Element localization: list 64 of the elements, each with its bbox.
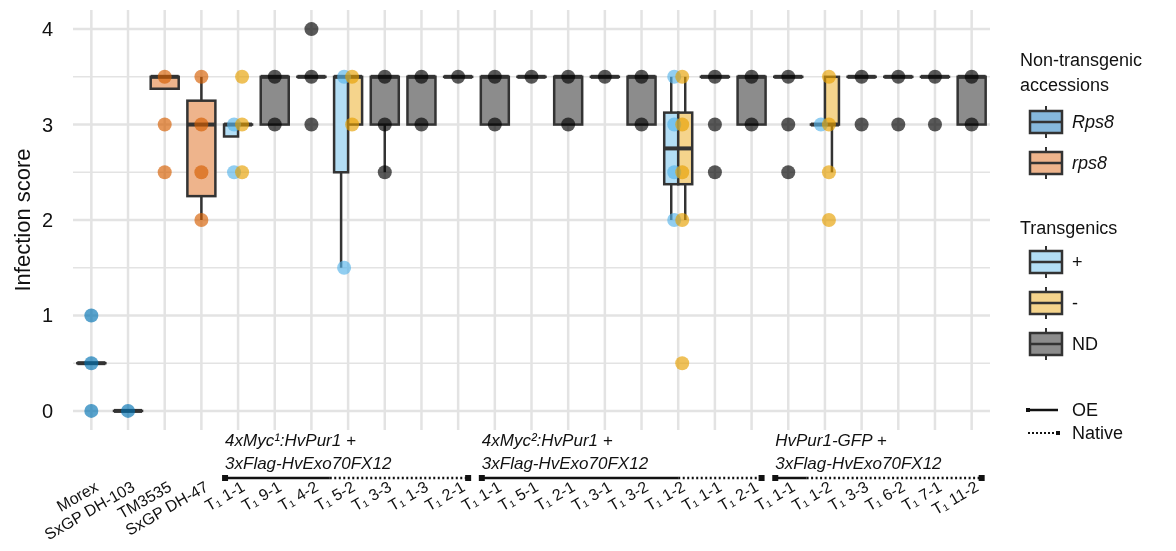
point bbox=[84, 308, 99, 323]
point bbox=[891, 69, 906, 84]
point bbox=[927, 69, 942, 84]
point bbox=[377, 117, 392, 132]
text: 4xMyc²:HvPur1 + 3xFlag-HvExo70FX12 bbox=[481, 431, 649, 473]
point bbox=[781, 165, 796, 180]
point bbox=[304, 117, 319, 132]
y-tick-label: 2 bbox=[41, 209, 53, 231]
point bbox=[891, 117, 906, 132]
legend-label: ND bbox=[1072, 334, 1098, 355]
point bbox=[561, 117, 576, 132]
point bbox=[927, 117, 942, 132]
legend-label: Rps8 bbox=[1072, 112, 1115, 133]
point bbox=[707, 165, 722, 180]
point bbox=[267, 69, 282, 84]
point bbox=[84, 403, 99, 418]
y-tick-label: 3 bbox=[41, 113, 53, 136]
text: HvPur1-GFP + 3xFlag-HvExo70FX12 bbox=[775, 431, 943, 473]
point bbox=[157, 117, 172, 132]
point bbox=[304, 69, 319, 84]
point bbox=[414, 117, 429, 132]
legend-label: - bbox=[1072, 293, 1078, 314]
y-tick-label: 1 bbox=[41, 304, 53, 327]
point bbox=[854, 69, 869, 84]
point bbox=[781, 117, 796, 132]
point bbox=[84, 356, 99, 371]
point bbox=[157, 165, 172, 180]
point bbox=[377, 165, 392, 180]
point bbox=[561, 69, 576, 84]
y-axis-title: Infection score bbox=[10, 148, 35, 292]
point bbox=[157, 69, 172, 84]
legend-title: Non-transgenic accessions bbox=[1020, 50, 1143, 96]
point bbox=[487, 117, 502, 132]
point bbox=[304, 22, 319, 37]
text: Transgenics bbox=[1020, 218, 1118, 239]
point bbox=[854, 117, 869, 132]
y-tick-label: 0 bbox=[41, 399, 53, 422]
point bbox=[451, 69, 466, 84]
text: OE bbox=[1072, 400, 1099, 421]
point bbox=[744, 117, 759, 132]
point bbox=[964, 69, 979, 84]
point bbox=[267, 117, 282, 132]
point bbox=[377, 69, 392, 84]
point bbox=[634, 117, 649, 132]
point bbox=[707, 117, 722, 132]
text: 4xMyc¹:HvPur1 + 3xFlag-HvExo70FX12 bbox=[225, 431, 392, 473]
y-tick-label: 4 bbox=[41, 18, 53, 41]
point bbox=[707, 69, 722, 84]
point bbox=[194, 69, 209, 84]
point bbox=[634, 69, 649, 84]
text: Native bbox=[1072, 423, 1124, 444]
point bbox=[194, 117, 209, 132]
point bbox=[524, 69, 539, 84]
point bbox=[121, 403, 136, 418]
point bbox=[781, 69, 796, 84]
legend-label: + bbox=[1072, 252, 1083, 273]
point bbox=[744, 69, 759, 84]
point bbox=[487, 69, 502, 84]
point bbox=[194, 165, 209, 180]
point bbox=[597, 69, 612, 84]
point bbox=[964, 117, 979, 132]
point bbox=[194, 213, 209, 227]
point bbox=[414, 69, 429, 84]
legend-label: rps8 bbox=[1072, 153, 1108, 174]
